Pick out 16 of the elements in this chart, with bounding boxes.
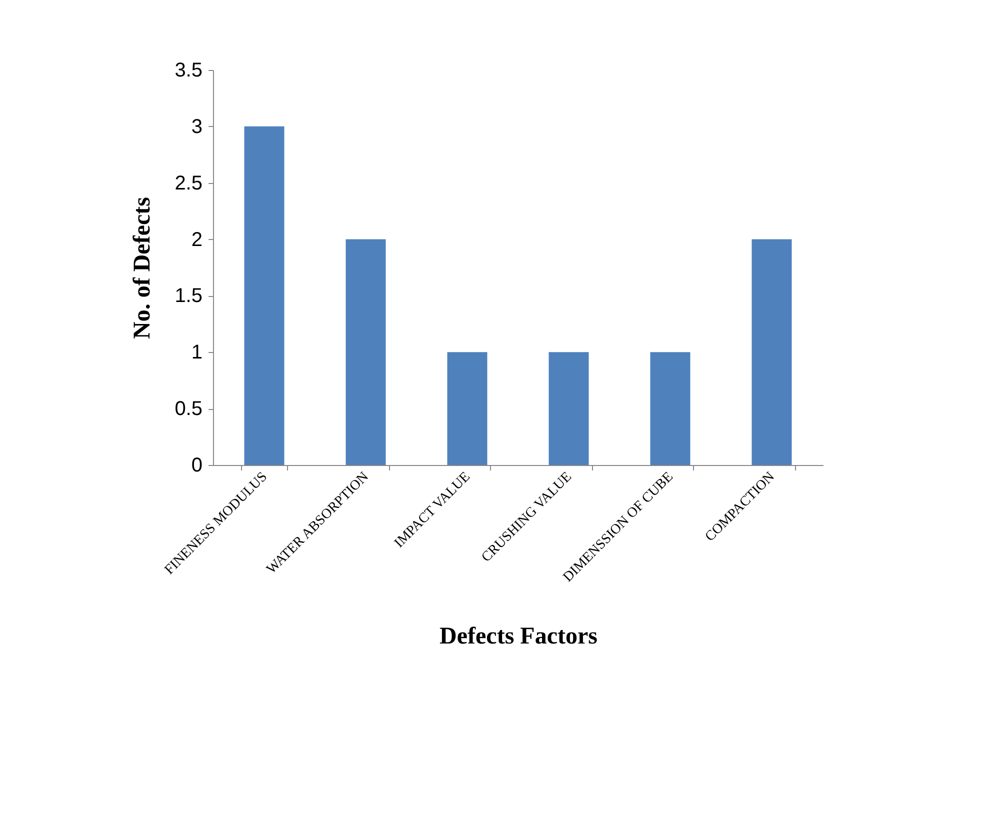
y-axis-title: No. of Defects <box>130 197 156 339</box>
y-tick-label: 0.5 <box>174 398 202 420</box>
bar <box>650 352 690 465</box>
bar <box>752 239 792 465</box>
bar <box>244 126 284 465</box>
x-axis-title: Defects Factors <box>440 624 598 650</box>
y-tick-label: 3.5 <box>174 60 202 82</box>
bar <box>447 352 488 465</box>
bar <box>346 239 386 465</box>
y-tick-label: 2.5 <box>174 172 202 194</box>
bar <box>548 352 589 465</box>
y-tick-label: 2 <box>191 228 202 251</box>
y-tick-label: 1.5 <box>174 285 202 308</box>
y-tick-label: 3 <box>191 116 202 138</box>
y-tick-label: 0 <box>191 454 202 476</box>
y-tick-label: 1 <box>191 342 202 364</box>
